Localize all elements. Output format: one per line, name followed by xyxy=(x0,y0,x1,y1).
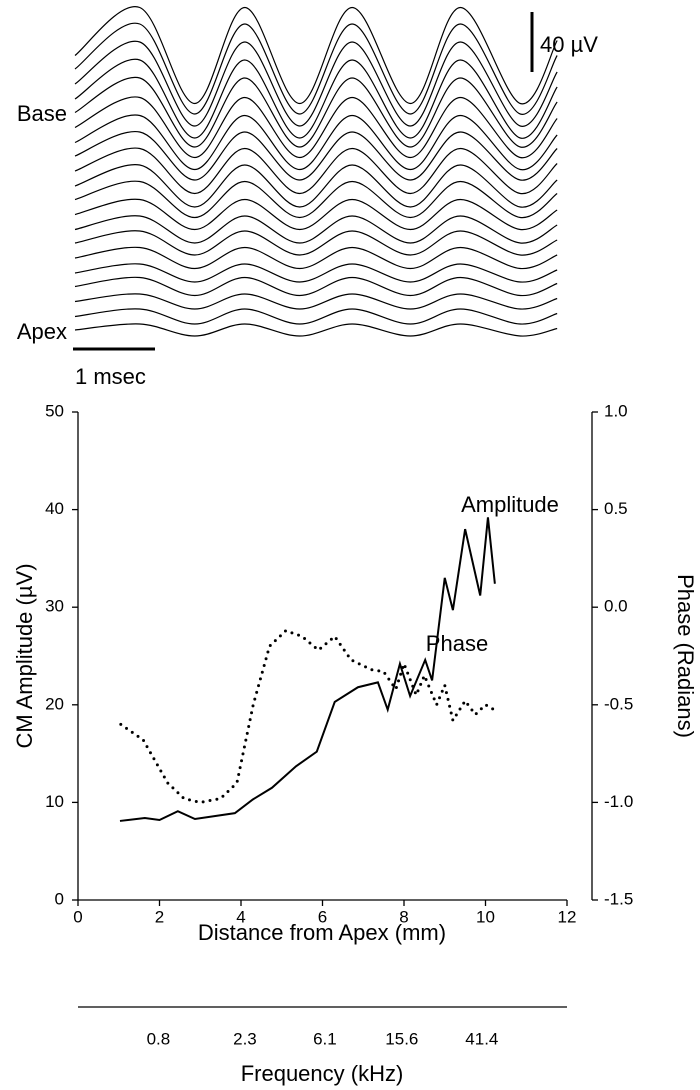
y-tick-label: 30 xyxy=(45,597,64,616)
frequency-tick-label: 0.8 xyxy=(147,1029,171,1048)
y-tick-label: 20 xyxy=(45,694,64,713)
x-axis-label: Distance from Apex (mm) xyxy=(198,920,446,945)
trace xyxy=(74,164,558,208)
y2-tick-label: 1.0 xyxy=(604,401,628,420)
y-axis-label: CM Amplitude (µV) xyxy=(12,563,37,748)
x-tick-label: 0 xyxy=(73,907,82,926)
y2-tick-label: -1.0 xyxy=(604,792,633,811)
y-tick-label: 10 xyxy=(45,792,64,811)
series-line xyxy=(119,628,498,804)
trace xyxy=(74,76,558,148)
x-tick-label: 6 xyxy=(318,907,327,926)
apex-label: Apex xyxy=(17,319,67,344)
trace xyxy=(74,58,558,139)
trace xyxy=(74,323,558,337)
frequency-tick-label: 15.6 xyxy=(385,1029,418,1048)
y2-tick-label: 0.5 xyxy=(604,499,628,518)
trace xyxy=(74,293,558,310)
y2-tick-label: -1.5 xyxy=(604,889,633,908)
series-line xyxy=(119,517,496,822)
y-tick-label: 0 xyxy=(55,889,64,908)
trace xyxy=(74,147,558,195)
y2-tick-label: -0.5 xyxy=(604,694,633,713)
time-scale-label: 1 msec xyxy=(75,364,146,389)
trace xyxy=(74,276,558,297)
trace xyxy=(74,263,558,283)
y-tick-label: 50 xyxy=(45,401,64,420)
x-tick-label: 4 xyxy=(236,907,245,926)
trace xyxy=(74,230,558,256)
trace xyxy=(74,131,558,181)
base-label: Base xyxy=(17,101,67,126)
trace xyxy=(74,22,558,115)
y-tick-label: 40 xyxy=(45,499,64,518)
y2-tick-label: 0.0 xyxy=(604,597,628,616)
x-tick-label: 10 xyxy=(476,907,495,926)
trace xyxy=(74,198,558,231)
trace xyxy=(74,114,558,171)
trace xyxy=(74,215,558,244)
y2-axis-label: Phase (Radians) xyxy=(673,574,698,738)
x-tick-label: 8 xyxy=(399,907,408,926)
frequency-axis-label: Frequency (kHz) xyxy=(241,1061,404,1086)
trace xyxy=(74,180,558,219)
trace xyxy=(74,246,558,270)
trace xyxy=(74,308,558,325)
trace xyxy=(74,40,558,127)
trace xyxy=(74,6,558,105)
frequency-tick-label: 41.4 xyxy=(465,1029,498,1048)
frequency-tick-label: 2.3 xyxy=(233,1029,257,1048)
x-tick-label: 12 xyxy=(558,907,577,926)
frequency-tick-label: 6.1 xyxy=(313,1029,337,1048)
x-tick-label: 2 xyxy=(155,907,164,926)
voltage-scale-label: 40 µV xyxy=(540,32,598,57)
trace xyxy=(74,96,558,159)
amplitude-annotation: Amplitude xyxy=(461,492,559,517)
